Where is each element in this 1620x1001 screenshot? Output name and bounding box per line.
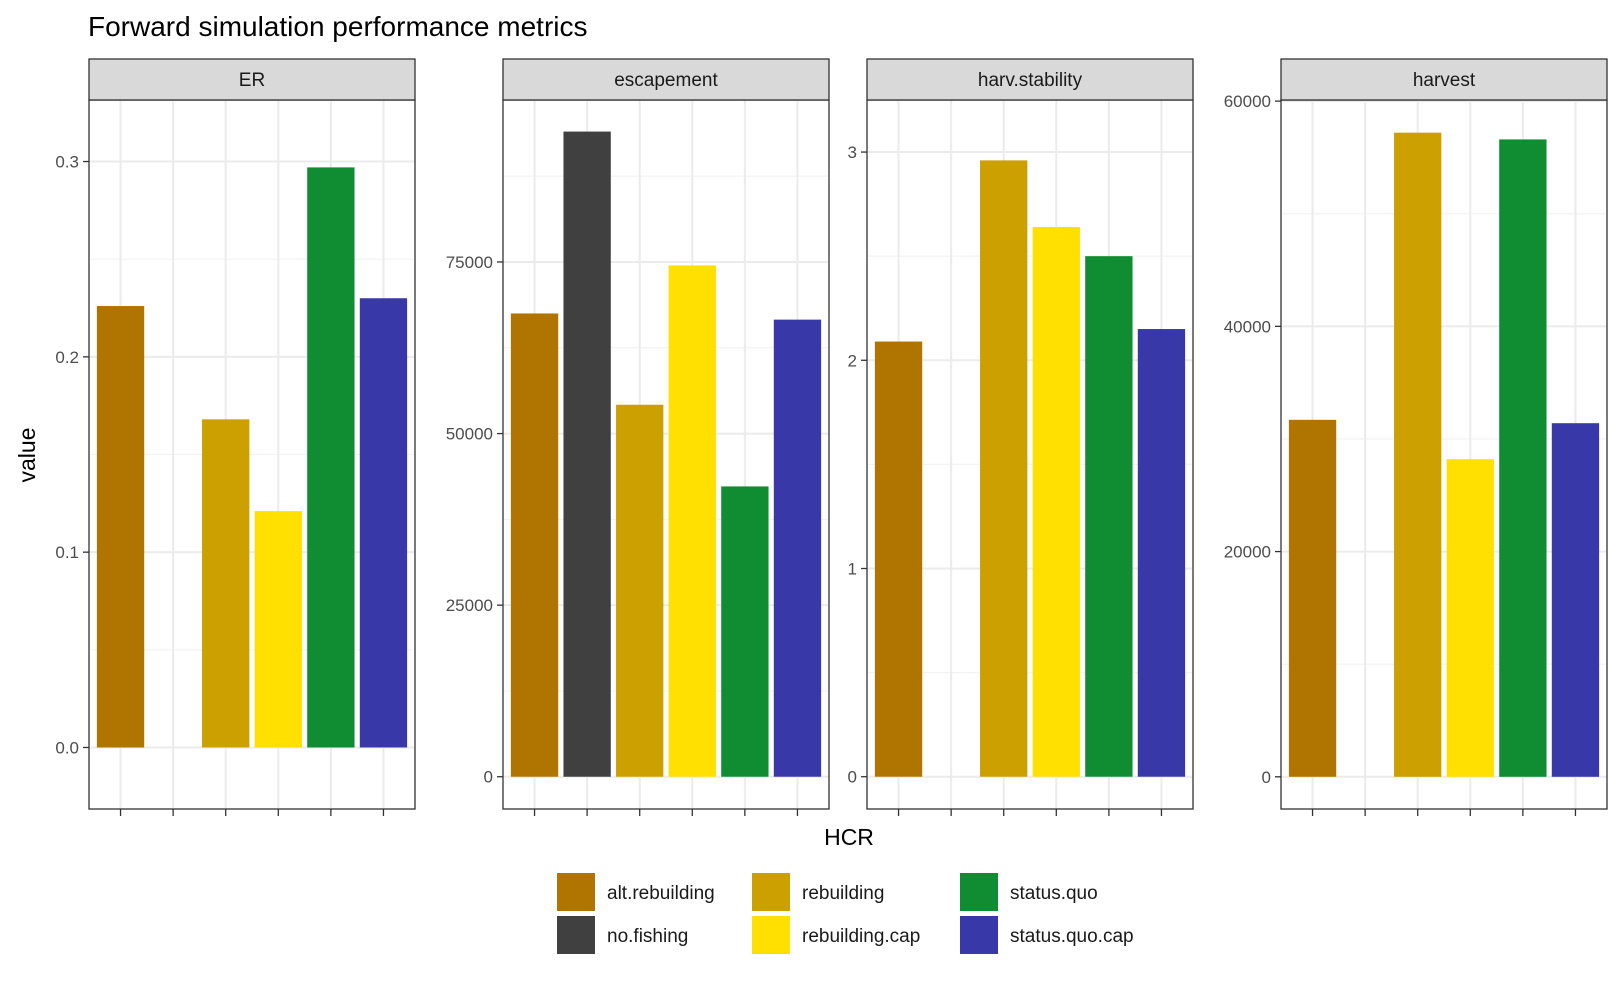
strip-harv.stability [866,58,1194,101]
legend-item-rebuilding.cap: rebuilding.cap [752,916,920,954]
panel-harvest: alt.rebuildingno.fishingrebuildingrebuil… [1224,58,1608,816]
bar-ER-rebuilding.cap: rebuilding.cap [254,511,302,748]
y-tick-label: 0.0 [55,738,79,757]
y-tick-label: 1 [848,560,857,579]
bar-ER-status.quo.cap: status.quo.cap [359,298,408,748]
bar-escapement-status.quo: status.quo [721,486,769,777]
legend-item-no.fishing: no.fishing [557,916,688,954]
bar-escapement-status.quo.cap: status.quo.cap [773,319,822,777]
strip-harvest [1280,58,1608,101]
y-tick-label: 20000 [1224,543,1271,562]
strip-label: escapement [614,70,718,91]
bar-harv.stability-status.quo: status.quo [1085,256,1133,777]
y-tick-label: 0.2 [55,348,79,367]
x-axis-title: HCR [824,824,874,850]
facet-panels: alt.rebuildingno.fishingrebuildingrebuil… [55,58,1608,816]
bar-harvest-rebuilding: rebuilding [1394,132,1442,777]
legend-item-status.quo.cap: status.quo.cap [960,916,1134,954]
legend: alt.rebuilding no.fishing rebuilding rebuil… [557,873,1134,954]
legend-key [557,916,595,954]
legend-label: no.fishing [607,926,688,947]
panel-ER: alt.rebuildingno.fishingrebuildingrebuil… [55,58,416,816]
legend-key [960,916,998,954]
legend-key [960,873,998,911]
strip-ER [88,58,416,101]
legend-key [752,916,790,954]
legend-label: rebuilding [802,883,884,904]
bar-harvest-rebuilding.cap: rebuilding.cap [1446,459,1494,777]
bar-escapement-alt.rebuilding: alt.rebuilding [510,313,559,777]
y-tick-label: 25000 [446,596,493,615]
panel-harv.stability: alt.rebuildingno.fishingrebuildingrebuil… [848,58,1194,816]
strip-label: harvest [1413,70,1476,91]
y-tick-label: 0 [1262,768,1271,787]
bar-escapement-rebuilding: rebuilding [616,404,664,777]
bar-harvest-status.quo: status.quo [1499,139,1547,777]
y-tick-label: 0 [484,768,493,787]
y-tick-label: 50000 [446,425,493,444]
legend-label: alt.rebuilding [607,883,715,904]
bar-ER-rebuilding: rebuilding [202,419,250,748]
bar-ER-alt.rebuilding: alt.rebuilding [96,306,145,748]
y-tick-label: 60000 [1224,92,1271,111]
legend-item-rebuilding: rebuilding [752,873,884,911]
y-tick-label: 40000 [1224,317,1271,336]
bar-harv.stability-rebuilding: rebuilding [980,160,1028,777]
bar-harv.stability-alt.rebuilding: alt.rebuilding [874,341,923,777]
legend-label: status.quo.cap [1010,926,1134,947]
y-tick-label: 0.3 [55,153,79,172]
y-tick-label: 2 [848,351,857,370]
legend-key [557,873,595,911]
chart-title: Forward simulation performance metrics [88,11,588,42]
bar-escapement-rebuilding.cap: rebuilding.cap [668,265,716,777]
legend-label: rebuilding.cap [802,926,920,947]
y-tick-label: 0.1 [55,543,79,562]
strip-label: ER [239,70,265,91]
bar-ER-status.quo: status.quo [307,167,355,748]
y-tick-label: 3 [848,143,857,162]
strip-escapement [502,58,830,101]
y-tick-label: 0 [848,768,857,787]
legend-key [752,873,790,911]
bar-harv.stability-status.quo.cap: status.quo.cap [1137,329,1186,777]
bar-harvest-alt.rebuilding: alt.rebuilding [1288,419,1337,777]
bar-harvest-status.quo.cap: status.quo.cap [1551,423,1600,777]
y-axis-title: value [14,428,40,483]
bar-harv.stability-rebuilding.cap: rebuilding.cap [1032,227,1080,777]
panel-escapement: alt.rebuildingno.fishingrebuildingrebuil… [446,58,830,816]
bar-escapement-no.fishing: no.fishing [563,131,611,777]
legend-label: status.quo [1010,883,1098,904]
legend-item-alt.rebuilding: alt.rebuilding [557,873,715,911]
y-tick-label: 75000 [446,253,493,272]
legend-item-status.quo: status.quo [960,873,1098,911]
strip-label: harv.stability [978,70,1083,91]
